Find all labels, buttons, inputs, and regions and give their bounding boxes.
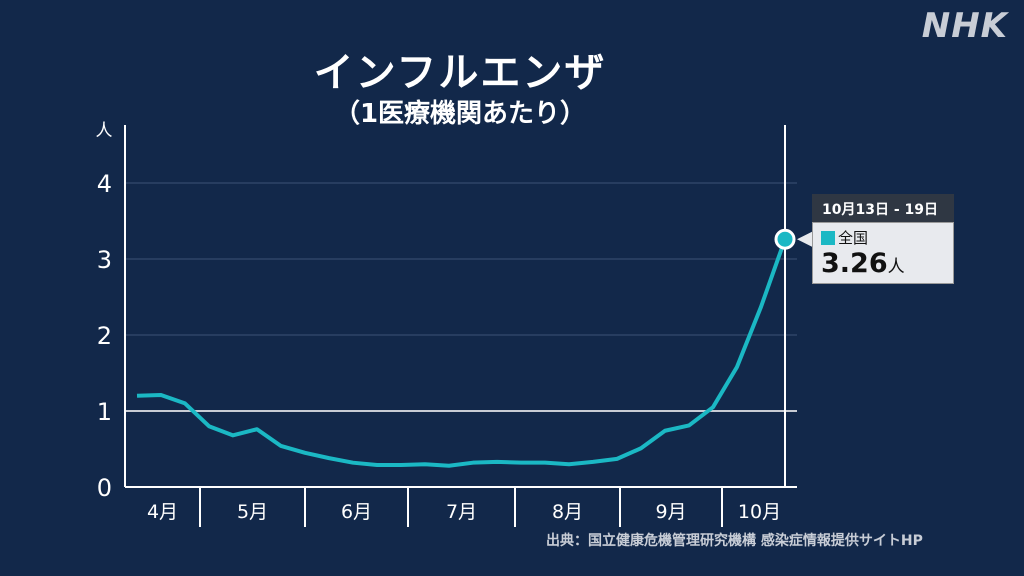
x-tick-label: 6月 [341, 501, 372, 523]
y-tick-label: 3 [97, 246, 112, 274]
x-tick-label: 7月 [446, 501, 477, 523]
tooltip-value: 3.26 [821, 248, 888, 279]
x-tick-label: 9月 [655, 501, 686, 523]
x-tick-label: 4月 [147, 501, 178, 523]
y-tick-label: 4 [97, 170, 112, 198]
data-point [774, 228, 796, 250]
tooltip-unit: 人 [887, 257, 905, 277]
series-swatch [821, 231, 835, 245]
tooltip-pointer [797, 231, 813, 248]
tooltip-series: 全国 [838, 229, 869, 247]
tooltip: 10月13日 - 19日 全国 3.26人 [812, 194, 954, 284]
tooltip-body: 全国 3.26人 [812, 222, 954, 284]
y-tick-label: 1 [97, 398, 112, 426]
x-tick-label: 5月 [237, 501, 268, 523]
y-axis-label: 人 [96, 121, 113, 141]
tooltip-date: 10月13日 - 19日 [812, 194, 954, 222]
x-tick-label: 10月 [738, 501, 781, 523]
chart-subtitle: （1医療機関あたり） [333, 99, 587, 129]
x-tick-label: 8月 [552, 501, 583, 523]
y-tick-label: 2 [97, 322, 112, 350]
nhk-logo: NHK [921, 6, 1008, 46]
chart-title: インフルエンザ [313, 50, 607, 96]
source-note: 出典：国立健康危機管理研究機構 感染症情報提供サイトHP [546, 533, 923, 549]
series-line [136, 238, 787, 468]
y-tick-label: 0 [97, 474, 112, 502]
